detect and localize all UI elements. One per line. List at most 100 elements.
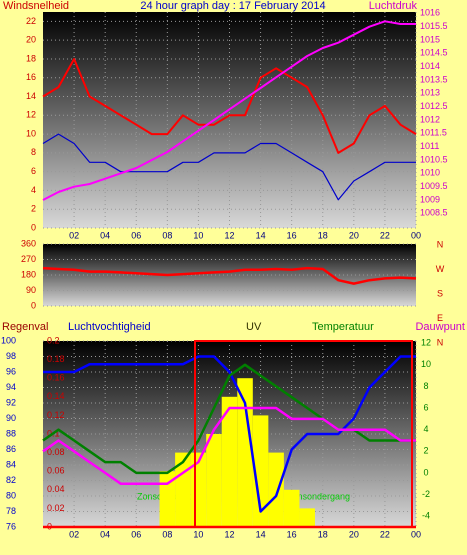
y2-tick-label: 1008.5 <box>420 208 448 218</box>
y-tick-label: 10 <box>26 128 36 138</box>
x-tick-label: 16 <box>287 230 297 240</box>
x-tick-label: 10 <box>193 529 203 539</box>
y3-tick-label: 0.02 <box>47 503 65 513</box>
y2-tick-label: 6 <box>423 402 428 412</box>
series-line <box>42 133 416 201</box>
y2-tick-label: 0 <box>423 467 428 477</box>
uv-bar <box>175 452 191 527</box>
y2-tick-label: 1012.5 <box>420 101 448 111</box>
y2-tick-label: -2 <box>422 489 430 499</box>
x-tick-label: 04 <box>100 529 110 539</box>
x-tick-label: 08 <box>162 230 172 240</box>
series-line <box>42 266 417 285</box>
uv-bar <box>237 378 253 527</box>
y3-tick-label: 0.04 <box>47 484 65 494</box>
x-tick-label: 18 <box>318 529 328 539</box>
x-tick-label: 10 <box>193 230 203 240</box>
x-tick-label: 18 <box>318 230 328 240</box>
x-tick-label: 00 <box>411 230 421 240</box>
y-tick-label: 98 <box>6 351 16 361</box>
y2-tick-label: 8 <box>423 381 428 391</box>
y-tick-label: 14 <box>26 91 36 101</box>
y3-tick-label: 0.18 <box>47 354 65 364</box>
rain-label: Regenval <box>2 321 48 333</box>
y2-tick-label: 1009.5 <box>420 181 448 191</box>
y-tick-label: 6 <box>31 166 36 176</box>
x-tick-label: 08 <box>162 529 172 539</box>
y2-axis-title: Luchtdruk <box>369 0 418 12</box>
y2-tick-label: 1014 <box>420 61 440 71</box>
y2-tick-label: -4 <box>422 511 430 521</box>
x-tick-label: 00 <box>411 529 421 539</box>
x-tick-label: 06 <box>131 230 141 240</box>
x-tick-label: 20 <box>349 529 359 539</box>
y-tick-label: 0 <box>31 222 36 232</box>
x-tick-label: 20 <box>349 230 359 240</box>
y-tick-label: 4 <box>31 185 36 195</box>
y-tick-label: 16 <box>26 72 36 82</box>
daylight-frame <box>194 340 413 528</box>
y-tick-label: 20 <box>26 35 36 45</box>
y3-tick-label: 0.06 <box>47 466 65 476</box>
y2-tick-label: 1013.5 <box>420 74 448 84</box>
y2-tick-label: 1011 <box>420 141 439 151</box>
uv-bar <box>299 508 315 527</box>
uv-bar <box>268 452 284 527</box>
uv-bar <box>283 489 300 527</box>
y2-tick-label: 12 <box>421 338 431 348</box>
y2-tick-label: 2 <box>423 446 428 456</box>
x-tick-label: 14 <box>256 529 266 539</box>
chart-title: 24 hour graph day : 17 February 2014 <box>140 0 325 12</box>
y3-tick-label: 0.12 <box>47 410 65 420</box>
series-line <box>43 355 416 513</box>
x-tick-label: 14 <box>256 230 266 240</box>
x-tick-label: 02 <box>69 529 79 539</box>
y2-tick-label: 1015 <box>420 34 440 44</box>
y2-tick-label: 1010 <box>420 168 440 178</box>
y3-tick-label: 0.08 <box>47 447 65 457</box>
y-tick-label: 76 <box>6 521 16 531</box>
uv-label: UV <box>246 321 262 333</box>
y-tick-label: 84 <box>6 459 16 469</box>
uv-bar <box>206 434 222 527</box>
y-tick-label: 0 <box>31 300 36 310</box>
y-tick-label: 22 <box>26 16 36 26</box>
y-tick-label: 86 <box>6 444 16 454</box>
y-tick-label: 96 <box>6 366 16 376</box>
y-tick-label: 2 <box>31 204 36 214</box>
y-tick-label: 78 <box>6 506 16 516</box>
y3-tick-label: 0.14 <box>47 391 65 401</box>
compass-label: S <box>437 288 443 298</box>
humidity-label: Luchtvochtigheid <box>68 321 151 333</box>
x-tick-label: 04 <box>100 230 110 240</box>
y2-tick-label: 1016 <box>420 8 440 18</box>
y-tick-label: 88 <box>6 428 16 438</box>
y2-tick-label: 1014.5 <box>420 48 448 58</box>
compass-label: E <box>437 313 443 323</box>
temperature-label: Temperatuur <box>312 321 374 333</box>
uv-bar <box>221 396 238 527</box>
y3-tick-label: 0.2 <box>47 335 60 345</box>
y-tick-label: 360 <box>21 238 36 248</box>
series-line <box>42 406 416 485</box>
y2-tick-label: 1012 <box>420 114 440 124</box>
y2-tick-label: 1011.5 <box>420 128 447 138</box>
uv-bar <box>190 452 207 527</box>
y-tick-label: 92 <box>6 397 16 407</box>
y-tick-label: 90 <box>26 285 36 295</box>
y3-tick-label: 0.16 <box>47 373 65 383</box>
y2-tick-label: 10 <box>421 359 431 369</box>
uv-bar <box>252 415 269 527</box>
x-tick-label: 22 <box>380 230 390 240</box>
y2-tick-label: 1015.5 <box>420 21 448 31</box>
dewpoint-label: Dauwpunt <box>415 321 465 333</box>
x-tick-label: 12 <box>224 230 234 240</box>
y-tick-label: 12 <box>26 110 36 120</box>
compass-label: N <box>437 239 444 249</box>
x-tick-label: 06 <box>131 529 141 539</box>
y-tick-label: 18 <box>26 53 36 63</box>
y2-tick-label: 4 <box>423 424 428 434</box>
y-tick-label: 90 <box>6 413 16 423</box>
y2-tick-label: 1009 <box>420 194 440 204</box>
